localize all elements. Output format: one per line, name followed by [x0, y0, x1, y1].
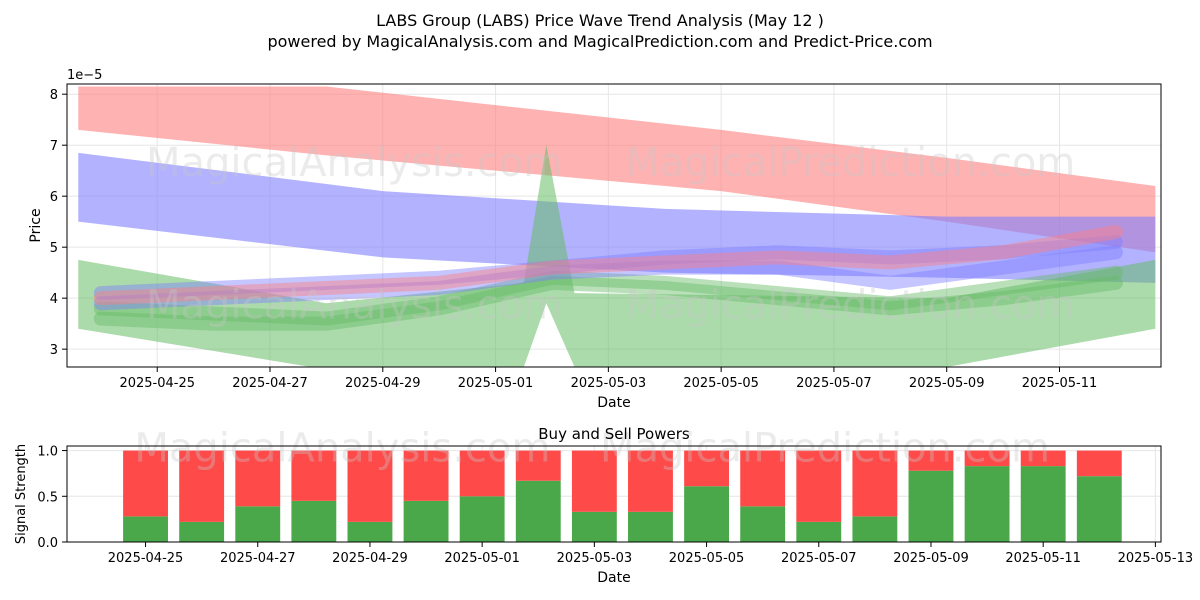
sell-power-bar: [740, 450, 786, 507]
sell-power-bar: [347, 450, 393, 522]
x-tick-label: 2025-05-05: [683, 376, 759, 391]
buy-sell-plot: MagicalAnalysis.com MagicalPrediction.com…: [14, 425, 1193, 586]
sell-power-bar: [179, 450, 225, 522]
x-tick-label: 2025-04-29: [332, 551, 408, 566]
sell-power-bar: [852, 450, 898, 517]
buy-power-bar: [964, 466, 1010, 542]
x-tick-label: 2025-05-07: [781, 551, 857, 566]
trend-band-blue: [78, 152, 1156, 283]
watermark: MagicalAnalysis.com: [146, 140, 562, 186]
x-tick-label: 2025-05-01: [458, 376, 534, 391]
buy-power-bar: [571, 511, 617, 542]
y-tick-label: 3: [50, 343, 58, 358]
x-tick-label: 2025-04-25: [119, 376, 195, 391]
buy-power-bar: [740, 506, 786, 542]
watermark: MagicalPrediction.com: [625, 140, 1075, 186]
y-tick-label: 8: [50, 88, 58, 103]
y-scale-label: 1e−5: [67, 68, 102, 83]
y-axis-label: Signal Strength: [14, 444, 29, 544]
sell-power-bar: [1020, 450, 1066, 467]
y-tick-label: 0.5: [37, 490, 58, 505]
buy-power-bar: [515, 480, 561, 542]
y-axis-label: Price: [28, 208, 44, 242]
trend-band-green: [78, 145, 1156, 367]
buy-power-bar: [796, 521, 842, 542]
x-tick-label: 2025-04-29: [345, 376, 421, 391]
x-tick-label: 2025-05-01: [444, 551, 520, 566]
x-tick-label: 2025-05-09: [893, 551, 969, 566]
buy-power-bar: [347, 521, 393, 542]
buy-power-bar: [628, 511, 673, 542]
wave-line-green: [93, 265, 1123, 326]
x-tick-label: 2025-05-11: [1022, 376, 1098, 391]
wave-line-blue: [93, 235, 1123, 301]
x-tick-label: 2025-04-27: [232, 376, 308, 391]
y-tick-label: 5: [50, 241, 58, 256]
x-tick-label: 2025-05-07: [796, 376, 872, 391]
sell-power-bar: [515, 450, 561, 481]
chart-subtitle: powered by MagicalAnalysis.com and Magic…: [267, 32, 932, 51]
sell-power-bar: [123, 450, 168, 517]
x-tick-label: 2025-05-03: [557, 551, 633, 566]
x-tick-label: 2025-04-27: [220, 551, 296, 566]
buy-power-bar: [852, 516, 898, 542]
buy-power-bar: [1020, 466, 1066, 542]
x-tick-label: 2025-04-25: [108, 551, 184, 566]
x-tick-label: 2025-05-05: [669, 551, 745, 566]
top-plot-frame: [66, 83, 1162, 368]
sell-power-bar: [908, 450, 954, 471]
watermark: MagicalAnalysis.com: [134, 426, 550, 472]
sell-power-bar: [796, 450, 842, 522]
sell-power-bar: [235, 450, 281, 507]
chart-title: LABS Group (LABS) Price Wave Trend Analy…: [376, 11, 824, 30]
buy-power-bar: [235, 506, 281, 542]
watermark: MagicalPrediction.com: [600, 426, 1050, 472]
wave-line-green: [93, 275, 1123, 331]
buy-power-bar: [908, 470, 954, 542]
sell-power-bar: [459, 450, 505, 497]
buy-power-bar: [123, 516, 168, 542]
x-tick-label: 2025-05-03: [571, 376, 647, 391]
bottom-chart-title: Buy and Sell Powers: [538, 425, 690, 443]
y-tick-label: 6: [50, 190, 58, 205]
buy-power-bar: [291, 500, 337, 542]
x-tick-label: 2025-05-13: [1118, 551, 1194, 566]
wave-line-red: [93, 224, 1123, 306]
trend-band-red: [78, 86, 1156, 253]
buy-power-bar: [459, 496, 505, 542]
sell-power-bar: [403, 450, 449, 501]
y-tick-label: 0.0: [37, 536, 58, 551]
sell-power-bar: [1076, 450, 1122, 477]
y-tick-label: 1.0: [37, 445, 58, 460]
price-wave-plot: MagicalAnalysis.com MagicalPrediction.com…: [28, 68, 1162, 411]
sell-power-bar: [291, 450, 337, 501]
sell-power-bar: [684, 450, 730, 487]
buy-power-bar: [179, 521, 225, 542]
sell-power-bar: [628, 450, 673, 512]
x-axis-label: Date: [597, 395, 630, 411]
wave-line-blue: [93, 245, 1123, 311]
y-tick-label: 7: [50, 139, 58, 154]
buy-power-bar: [684, 486, 730, 542]
sell-power-bar: [571, 450, 617, 512]
x-tick-label: 2025-05-11: [1005, 551, 1081, 566]
x-axis-label: Date: [597, 570, 630, 586]
watermark: MagicalPrediction.com: [625, 283, 1075, 329]
sell-power-bar: [964, 450, 1010, 467]
watermark: MagicalAnalysis.com: [146, 283, 562, 329]
bottom-plot-frame: [66, 445, 1162, 543]
buy-power-bar: [1076, 476, 1122, 542]
x-tick-label: 2025-05-09: [909, 376, 985, 391]
y-tick-label: 4: [50, 292, 58, 307]
buy-power-bar: [403, 500, 449, 542]
